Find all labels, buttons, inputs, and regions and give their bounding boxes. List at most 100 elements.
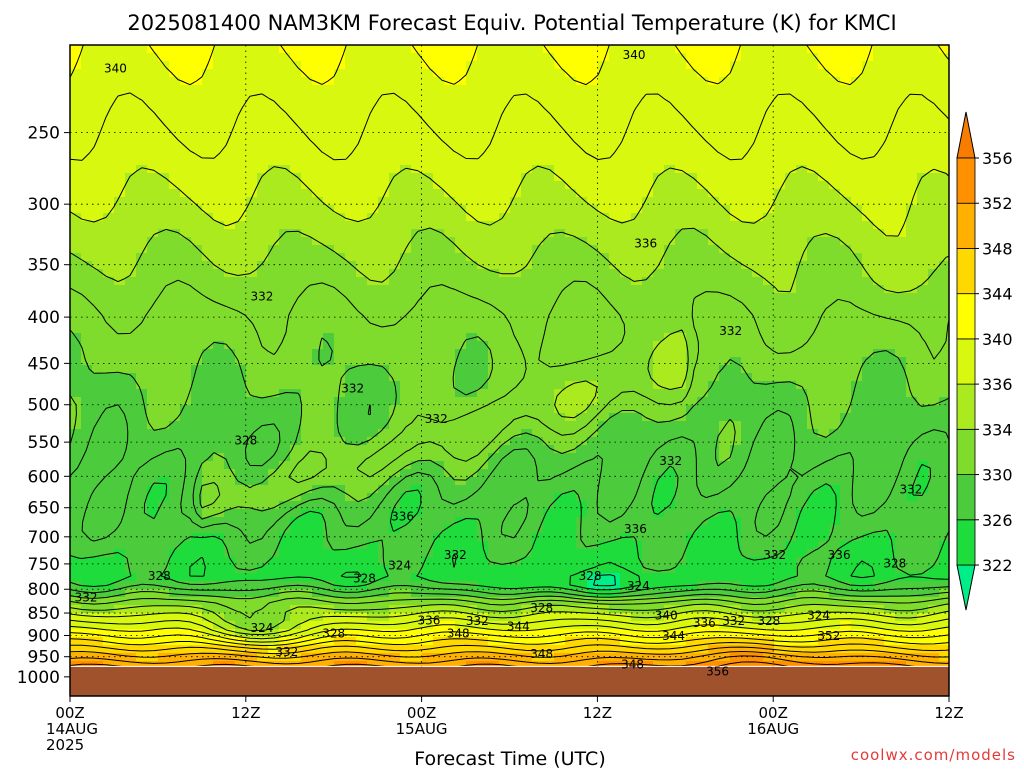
field-cell [554, 357, 566, 366]
field-cell [191, 261, 203, 270]
field-cell [466, 533, 478, 542]
field-cell [433, 197, 445, 206]
field-cell [323, 125, 335, 134]
field-cell [796, 429, 808, 438]
field-cell [752, 493, 764, 502]
field-cell [576, 109, 588, 118]
field-cell [895, 221, 907, 230]
field-cell [455, 293, 467, 302]
field-cell [818, 317, 830, 326]
field-cell [202, 469, 214, 478]
field-cell [752, 285, 764, 294]
field-cell [70, 181, 82, 190]
field-cell [884, 365, 896, 374]
field-cell [928, 349, 940, 358]
field-cell [125, 109, 137, 118]
field-cell [917, 413, 929, 422]
field-cell [928, 357, 940, 366]
field-cell [290, 221, 302, 230]
field-cell [180, 381, 192, 390]
field-cell [191, 165, 203, 174]
field-cell [136, 205, 148, 214]
field-cell [598, 221, 610, 230]
field-cell [708, 421, 720, 430]
field-cell [246, 221, 258, 230]
field-cell [939, 261, 949, 270]
field-cell [686, 389, 698, 398]
field-cell [312, 45, 324, 54]
field-cell [785, 357, 797, 366]
field-cell [136, 237, 148, 246]
field-cell [356, 253, 368, 262]
field-cell [719, 365, 731, 374]
field-cell [543, 429, 555, 438]
field-cell [785, 485, 797, 494]
field-cell [279, 429, 291, 438]
field-cell [312, 541, 324, 550]
field-cell [609, 61, 621, 70]
field-cell [510, 293, 522, 302]
field-cell [213, 389, 225, 398]
field-cell [928, 517, 940, 526]
field-cell [862, 205, 874, 214]
field-cell [114, 261, 126, 270]
field-cell [499, 509, 511, 518]
field-cell [103, 501, 115, 510]
field-cell [620, 61, 632, 70]
field-cell [554, 213, 566, 222]
field-cell [312, 357, 324, 366]
field-cell [653, 477, 665, 486]
field-cell [334, 469, 346, 478]
field-cell [466, 229, 478, 238]
field-cell [92, 125, 104, 134]
field-cell [213, 469, 225, 478]
field-cell [169, 405, 181, 414]
field-cell [653, 493, 665, 502]
field-cell [785, 205, 797, 214]
field-cell [697, 277, 709, 286]
field-cell [114, 389, 126, 398]
field-cell [92, 237, 104, 246]
field-cell [873, 509, 885, 518]
field-cell [125, 301, 137, 310]
field-cell [290, 421, 302, 430]
field-cell [114, 85, 126, 94]
field-cell [290, 381, 302, 390]
field-cell [103, 253, 115, 262]
field-cell [477, 405, 489, 414]
field-cell [191, 373, 203, 382]
field-cell [279, 69, 291, 78]
field-cell [631, 365, 643, 374]
field-cell [708, 525, 720, 534]
field-cell [565, 45, 577, 54]
field-cell [708, 381, 720, 390]
field-cell [895, 349, 907, 358]
field-cell [125, 61, 137, 70]
field-cell [818, 517, 830, 526]
field-cell [532, 413, 544, 422]
field-cell [345, 349, 357, 358]
field-cell [301, 453, 313, 462]
field-cell [917, 317, 929, 326]
field-cell [422, 293, 434, 302]
field-cell [279, 493, 291, 502]
field-cell [455, 517, 467, 526]
field-cell [675, 397, 687, 406]
field-cell [169, 69, 181, 78]
field-cell [774, 181, 786, 190]
field-cell [730, 269, 742, 278]
field-cell [466, 301, 478, 310]
field-cell [323, 365, 335, 374]
field-cell [829, 189, 841, 198]
field-cell [312, 141, 324, 150]
field-cell [70, 53, 82, 62]
field-cell [873, 365, 885, 374]
field-cell [939, 421, 949, 430]
field-cell [279, 381, 291, 390]
field-cell [895, 293, 907, 302]
field-cell [257, 493, 269, 502]
field-cell [422, 389, 434, 398]
field-cell [510, 45, 522, 54]
field-cell [400, 485, 412, 494]
field-cell [499, 525, 511, 534]
